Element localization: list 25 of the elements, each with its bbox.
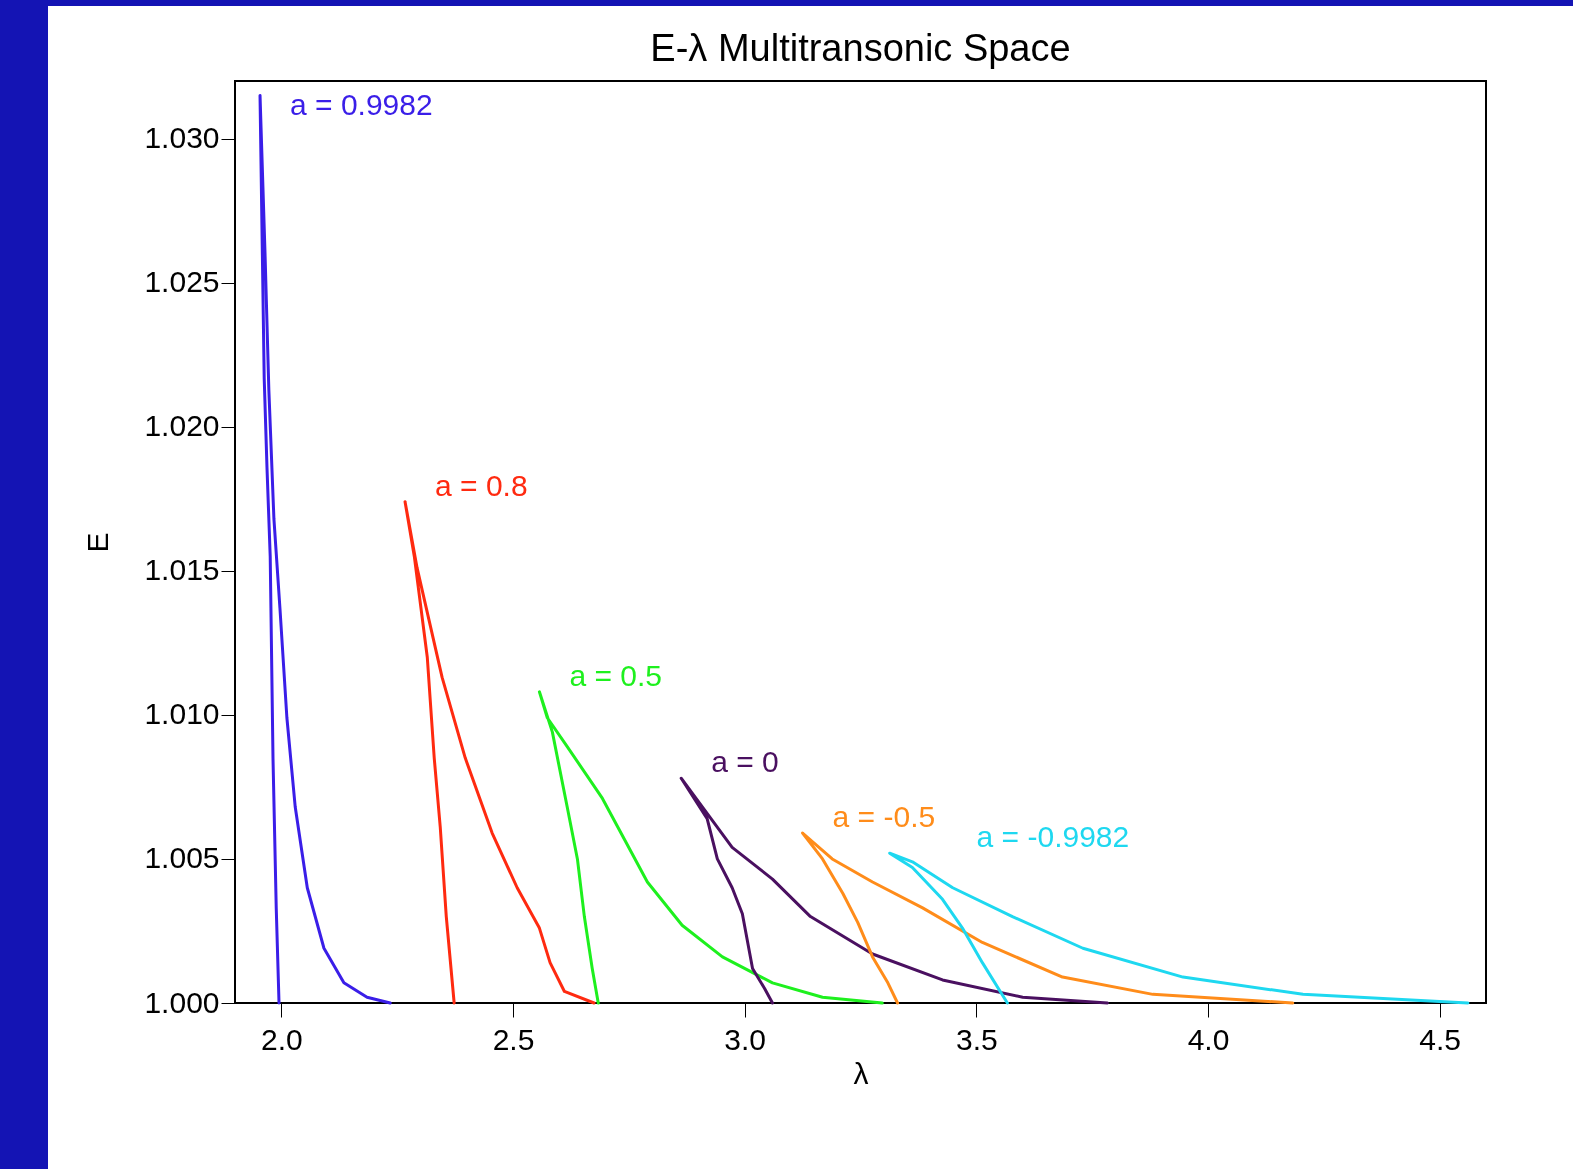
x-tick-label: 2.5 (492, 1022, 535, 1056)
x-axis-title: λ (853, 1056, 869, 1090)
y-tick-label: 1.030 (144, 121, 220, 155)
series-label: a = 0 (711, 745, 779, 779)
x-tick-label: 4.0 (1187, 1022, 1230, 1056)
chart-title: E-λ Multitransonic Space (650, 27, 1071, 69)
series-label: a = 0.5 (569, 658, 662, 692)
y-tick-label: 1.000 (144, 985, 220, 1019)
x-tick-label: 3.5 (955, 1022, 998, 1056)
series-label: a = -0.5 (832, 800, 936, 834)
x-tick-label: 2.0 (260, 1022, 303, 1056)
series-label: a = 0.9982 (290, 88, 433, 121)
y-axis-title: E (81, 532, 115, 553)
line-series (403, 500, 596, 1005)
x-tick-label: 3.0 (724, 1022, 767, 1056)
y-tick-label: 1.010 (144, 697, 220, 731)
y-tick-label: 1.005 (144, 841, 220, 875)
line-series (888, 851, 1470, 1005)
series-label: a = -0.9982 (976, 820, 1130, 854)
x-tick-label: 4.5 (1419, 1022, 1462, 1056)
y-tick-label: 1.015 (144, 553, 220, 587)
y-tick-label: 1.020 (144, 409, 220, 443)
series-label: a = 0.8 (435, 468, 528, 502)
line-series (537, 690, 884, 1005)
y-tick-label: 1.025 (144, 265, 220, 299)
